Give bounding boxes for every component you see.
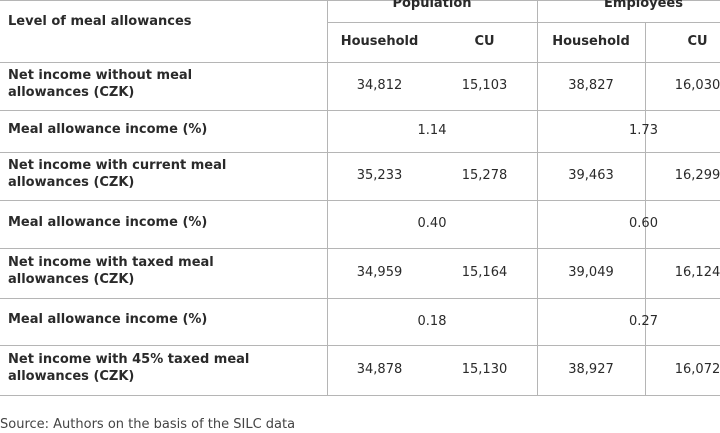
h-rule xyxy=(0,248,720,249)
h-rule xyxy=(0,62,720,63)
h-rule xyxy=(0,345,720,346)
v-rule xyxy=(645,22,646,395)
group-header: Population xyxy=(392,0,472,11)
cell-value: 0.18 xyxy=(417,313,447,329)
row-label: Meal allowance income (%) xyxy=(8,312,208,327)
row-label: Net income without meal xyxy=(8,68,193,83)
row-label: allowances (CZK) xyxy=(8,272,135,287)
cell-value: 39,463 xyxy=(568,168,614,183)
cell-value: 0.60 xyxy=(629,216,658,231)
cell-value: 16,072 xyxy=(674,362,720,377)
h-rule xyxy=(0,152,720,153)
v-rule xyxy=(327,0,328,395)
cell-value: 39,049 xyxy=(568,265,614,280)
sub-header: CU xyxy=(474,34,495,49)
cell-value: 38,927 xyxy=(568,362,614,377)
h-rule xyxy=(327,22,720,23)
row-label: Meal allowance income (%) xyxy=(8,214,208,230)
cell-value: 35,233 xyxy=(356,168,403,183)
cell-value: 16,299 xyxy=(674,168,720,183)
cell-value: 34,812 xyxy=(356,78,403,93)
row-label: Net income with current meal xyxy=(8,158,227,173)
cell-value: 1.14 xyxy=(417,123,447,138)
sub-header: CU xyxy=(687,34,708,49)
cell-value: 16,124 xyxy=(674,265,720,280)
h-rule xyxy=(0,0,720,1)
cell-value: 15,103 xyxy=(461,78,508,93)
cell-value: 34,959 xyxy=(356,265,403,280)
row-label: Net income with taxed meal xyxy=(8,255,214,270)
source-note: Source: Authors on the basis of the SILC… xyxy=(0,417,296,432)
h-rule xyxy=(0,298,720,299)
h-rule xyxy=(0,395,720,396)
cell-value: 15,278 xyxy=(461,168,508,183)
cell-value: 0.40 xyxy=(417,216,447,231)
cell-value: 15,130 xyxy=(461,362,508,377)
sub-header: Household xyxy=(340,34,419,49)
cell-value: 16,030 xyxy=(674,78,720,93)
cell-value: 34,878 xyxy=(356,362,403,377)
group-header: Employees xyxy=(604,0,683,11)
row-label: allowances (CZK) xyxy=(8,85,135,100)
v-rule xyxy=(537,0,538,395)
row-label: Meal allowance income (%) xyxy=(8,121,208,137)
h-rule xyxy=(0,200,720,201)
cell-value: 15,164 xyxy=(461,265,508,280)
cell-value: 1.73 xyxy=(629,123,658,138)
row-header-label: Level of meal allowances xyxy=(8,14,192,29)
row-label: allowances (CZK) xyxy=(8,369,135,384)
cell-value: 0.27 xyxy=(629,313,658,329)
sub-header: Household xyxy=(552,34,630,49)
row-label: allowances (CZK) xyxy=(8,175,135,190)
h-rule xyxy=(0,110,720,111)
row-label: Net income with 45% taxed meal xyxy=(8,352,250,367)
cell-value: 38,827 xyxy=(568,78,614,93)
